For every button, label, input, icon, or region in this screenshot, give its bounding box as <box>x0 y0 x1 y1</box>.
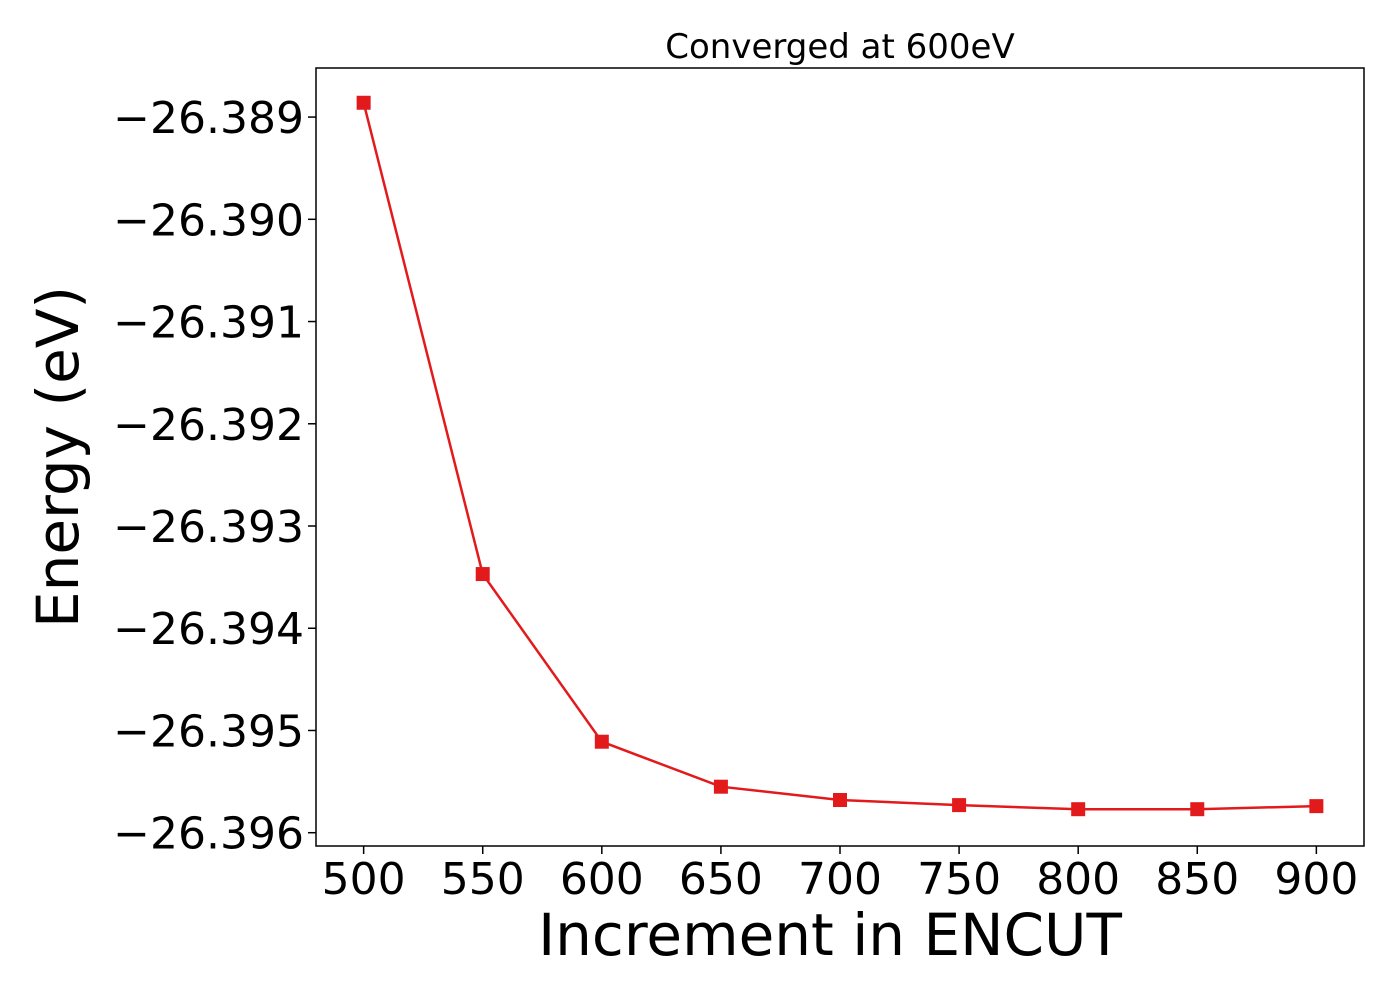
x-tick-label: 850 <box>1155 854 1239 905</box>
x-tick-label: 600 <box>560 854 644 905</box>
x-tick-label: 700 <box>798 854 882 905</box>
series-line <box>362 102 1317 811</box>
data-point <box>594 734 609 749</box>
x-tick-label: 550 <box>441 854 525 905</box>
y-tick-label: −26.396 <box>113 809 304 860</box>
data-point <box>952 798 967 813</box>
y-tick-label: −26.394 <box>113 604 304 655</box>
x-tick-label: 750 <box>917 854 1001 905</box>
y-tick-label: −26.393 <box>113 502 304 553</box>
axes-frame <box>315 67 1365 847</box>
chart-title: Converged at 600eV <box>665 27 1014 67</box>
x-tick-label: 900 <box>1274 854 1358 905</box>
y-axis: −26.389 −26.390 −26.391 −26.392 −26.393 −26.3… <box>113 93 316 860</box>
plot-area <box>356 95 1324 817</box>
y-tick-label: −26.389 <box>113 93 304 144</box>
x-tick-label: 650 <box>679 854 763 905</box>
data-point <box>475 567 490 582</box>
y-tick-label: −26.390 <box>113 195 304 246</box>
data-point <box>1190 802 1205 817</box>
y-axis-label: Energy (eV) <box>24 286 92 628</box>
data-point <box>1309 799 1324 814</box>
data-point <box>356 95 371 110</box>
data-point <box>833 792 847 807</box>
x-tick-label: 500 <box>322 854 406 905</box>
y-tick-label: −26.395 <box>113 706 304 757</box>
x-tick-label: 800 <box>1036 854 1120 905</box>
x-axis: 500 550 600 650 700 750 800 850 900 <box>322 846 1358 905</box>
y-tick-label: −26.392 <box>113 400 304 451</box>
data-point <box>1071 802 1086 817</box>
x-axis-label: Increment in ENCUT <box>538 901 1122 969</box>
y-tick-label: −26.391 <box>113 298 304 349</box>
data-point <box>713 779 728 794</box>
